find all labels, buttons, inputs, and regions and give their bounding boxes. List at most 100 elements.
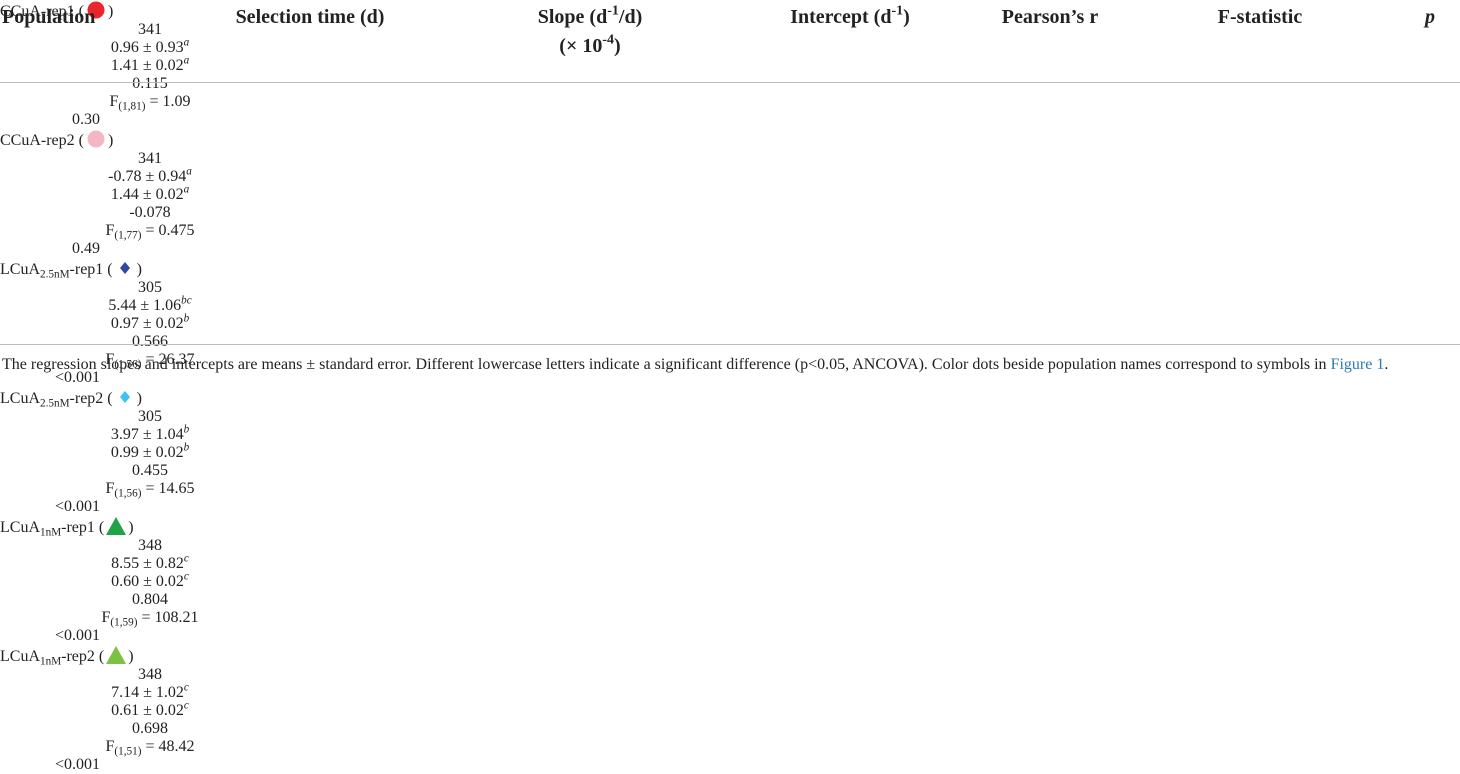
population-cell: LCuA2.5nM-rep2 () <box>0 387 1460 409</box>
header-text: Intercept (d <box>790 6 892 28</box>
footnote-text: The regression slopes and intercepts are… <box>2 356 1331 373</box>
selection-time-cell: 305 <box>0 408 300 426</box>
pearson-r: 0.455 <box>132 462 168 479</box>
population-symbol <box>106 646 127 664</box>
header-selection-time: Selection time (d) <box>235 6 385 28</box>
selection-time-cell: 348 <box>0 666 300 684</box>
header-rule <box>0 82 1460 83</box>
slope-cell: 5.44 ± 1.06bc <box>0 294 300 315</box>
pearson-cell: 0.698 <box>0 720 300 738</box>
selection-time: 341 <box>138 150 162 167</box>
p-cell: <0.001 <box>0 498 100 516</box>
symbol-shape <box>119 262 130 274</box>
pearson-r: 0.698 <box>132 720 168 737</box>
symbol-shape <box>87 1 105 19</box>
population-close: ) <box>128 519 134 536</box>
f-cell: F(1,56) = 26.37 <box>0 351 300 370</box>
p-value: <0.001 <box>54 756 100 773</box>
figure-link[interactable]: Figure 1 <box>1330 356 1385 373</box>
f-value: = 26.37 <box>145 351 195 368</box>
slope-value: 7.14 ± 1.02 <box>111 684 184 701</box>
header-text: (× 10 <box>559 35 603 57</box>
intercept-value: 1.44 ± 0.02 <box>110 186 184 203</box>
intercept-letter: b <box>183 312 190 325</box>
f-symbol: F <box>105 222 115 239</box>
population-symbol <box>119 262 130 274</box>
f-cell: F(1,77) = 0.475 <box>0 222 300 242</box>
population-rest: -rep2 ( <box>61 648 105 665</box>
pearson-cell: 0.455 <box>0 462 300 480</box>
pearson-r: 0.804 <box>132 591 168 608</box>
f-value: = 14.65 <box>145 480 195 497</box>
header-text: ) <box>903 6 910 28</box>
f-symbol: F <box>105 738 115 755</box>
p-cell: <0.001 <box>0 756 100 774</box>
population-name: CCuA-rep2 ( <box>0 132 84 149</box>
header-text: /d) <box>618 6 643 28</box>
f-value: = 108.21 <box>141 609 199 626</box>
selection-time-cell: 348 <box>0 537 300 555</box>
selection-time: 348 <box>138 666 162 683</box>
header-text: Slope (d <box>537 6 608 28</box>
intercept-cell: 0.60 ± 0.02c <box>0 570 300 591</box>
population-cell: LCuA1nM-rep1 () <box>0 516 1460 538</box>
header-sup: -1 <box>891 3 904 19</box>
population-close: ) <box>136 390 142 407</box>
population-cell: CCuA-rep2 () <box>0 129 1460 150</box>
header-p: p <box>1425 6 1435 28</box>
f-df: (1,51) <box>114 745 142 758</box>
slope-value: 3.97 ± 1.04 <box>110 426 184 443</box>
p-value: <0.001 <box>54 369 100 386</box>
header-sup: -4 <box>602 32 615 48</box>
pearson-cell: 0.566 <box>0 333 300 351</box>
population-name: LCuA <box>0 648 40 665</box>
population-rest: -rep2 ( <box>69 390 113 407</box>
pearson-r: 0.115 <box>132 75 168 92</box>
intercept-letter: c <box>183 570 189 583</box>
f-cell: F(1,81) = 1.09 <box>0 93 300 113</box>
symbol-shape <box>106 517 127 535</box>
f-df: (1,59) <box>110 616 138 629</box>
f-value: = 48.42 <box>145 738 195 755</box>
header-sup: -1 <box>607 3 619 19</box>
intercept-value: 0.60 ± 0.02 <box>111 573 184 590</box>
selection-time: 341 <box>138 21 162 38</box>
intercept-value: 0.99 ± 0.02 <box>110 444 184 461</box>
p-value: 0.49 <box>72 240 100 257</box>
pearson-r: 0.566 <box>132 333 168 350</box>
f-cell: F(1,59) = 108.21 <box>0 609 300 629</box>
selection-time: 305 <box>138 279 162 296</box>
slope-letter: bc <box>181 294 192 307</box>
p-value: <0.001 <box>54 627 100 644</box>
selection-time-cell: 341 <box>0 21 300 39</box>
header-text: ) <box>614 35 621 57</box>
selection-time-cell: 341 <box>0 150 300 168</box>
population-cell: LCuA1nM-rep2 () <box>0 645 1460 668</box>
selection-time-cell: 305 <box>0 279 300 297</box>
header-slope: Slope (d-1/d) <box>440 4 740 30</box>
population-subscript: 1nM <box>40 655 62 668</box>
f-df: (1,56) <box>114 487 142 500</box>
intercept-letter: b <box>183 441 190 454</box>
f-symbol: F <box>105 351 115 368</box>
population-name: LCuA <box>0 390 40 407</box>
population-symbol <box>87 130 105 148</box>
intercept-value: 0.97 ± 0.02 <box>110 315 184 332</box>
p-value: 0.30 <box>72 111 100 128</box>
f-cell: F(1,51) = 48.42 <box>0 738 300 758</box>
pearson-cell: 0.804 <box>0 591 300 609</box>
header-slope-line2: (× 10-4) <box>440 33 740 59</box>
population-symbol <box>106 517 127 535</box>
slope-letter: a <box>183 36 190 49</box>
population-symbol <box>87 1 105 19</box>
header-population: Population <box>2 6 96 28</box>
f-df: (1,81) <box>118 100 146 113</box>
population-close: ) <box>128 648 134 665</box>
f-cell: F(1,56) = 14.65 <box>0 480 300 500</box>
p-value: <0.001 <box>54 498 100 515</box>
intercept-cell: 1.41 ± 0.02a <box>0 55 300 75</box>
slope-letter: c <box>183 552 189 565</box>
population-rest: -rep1 ( <box>61 519 105 536</box>
f-df: (1,77) <box>114 229 142 242</box>
slope-cell: 7.14 ± 1.02c <box>0 682 300 702</box>
